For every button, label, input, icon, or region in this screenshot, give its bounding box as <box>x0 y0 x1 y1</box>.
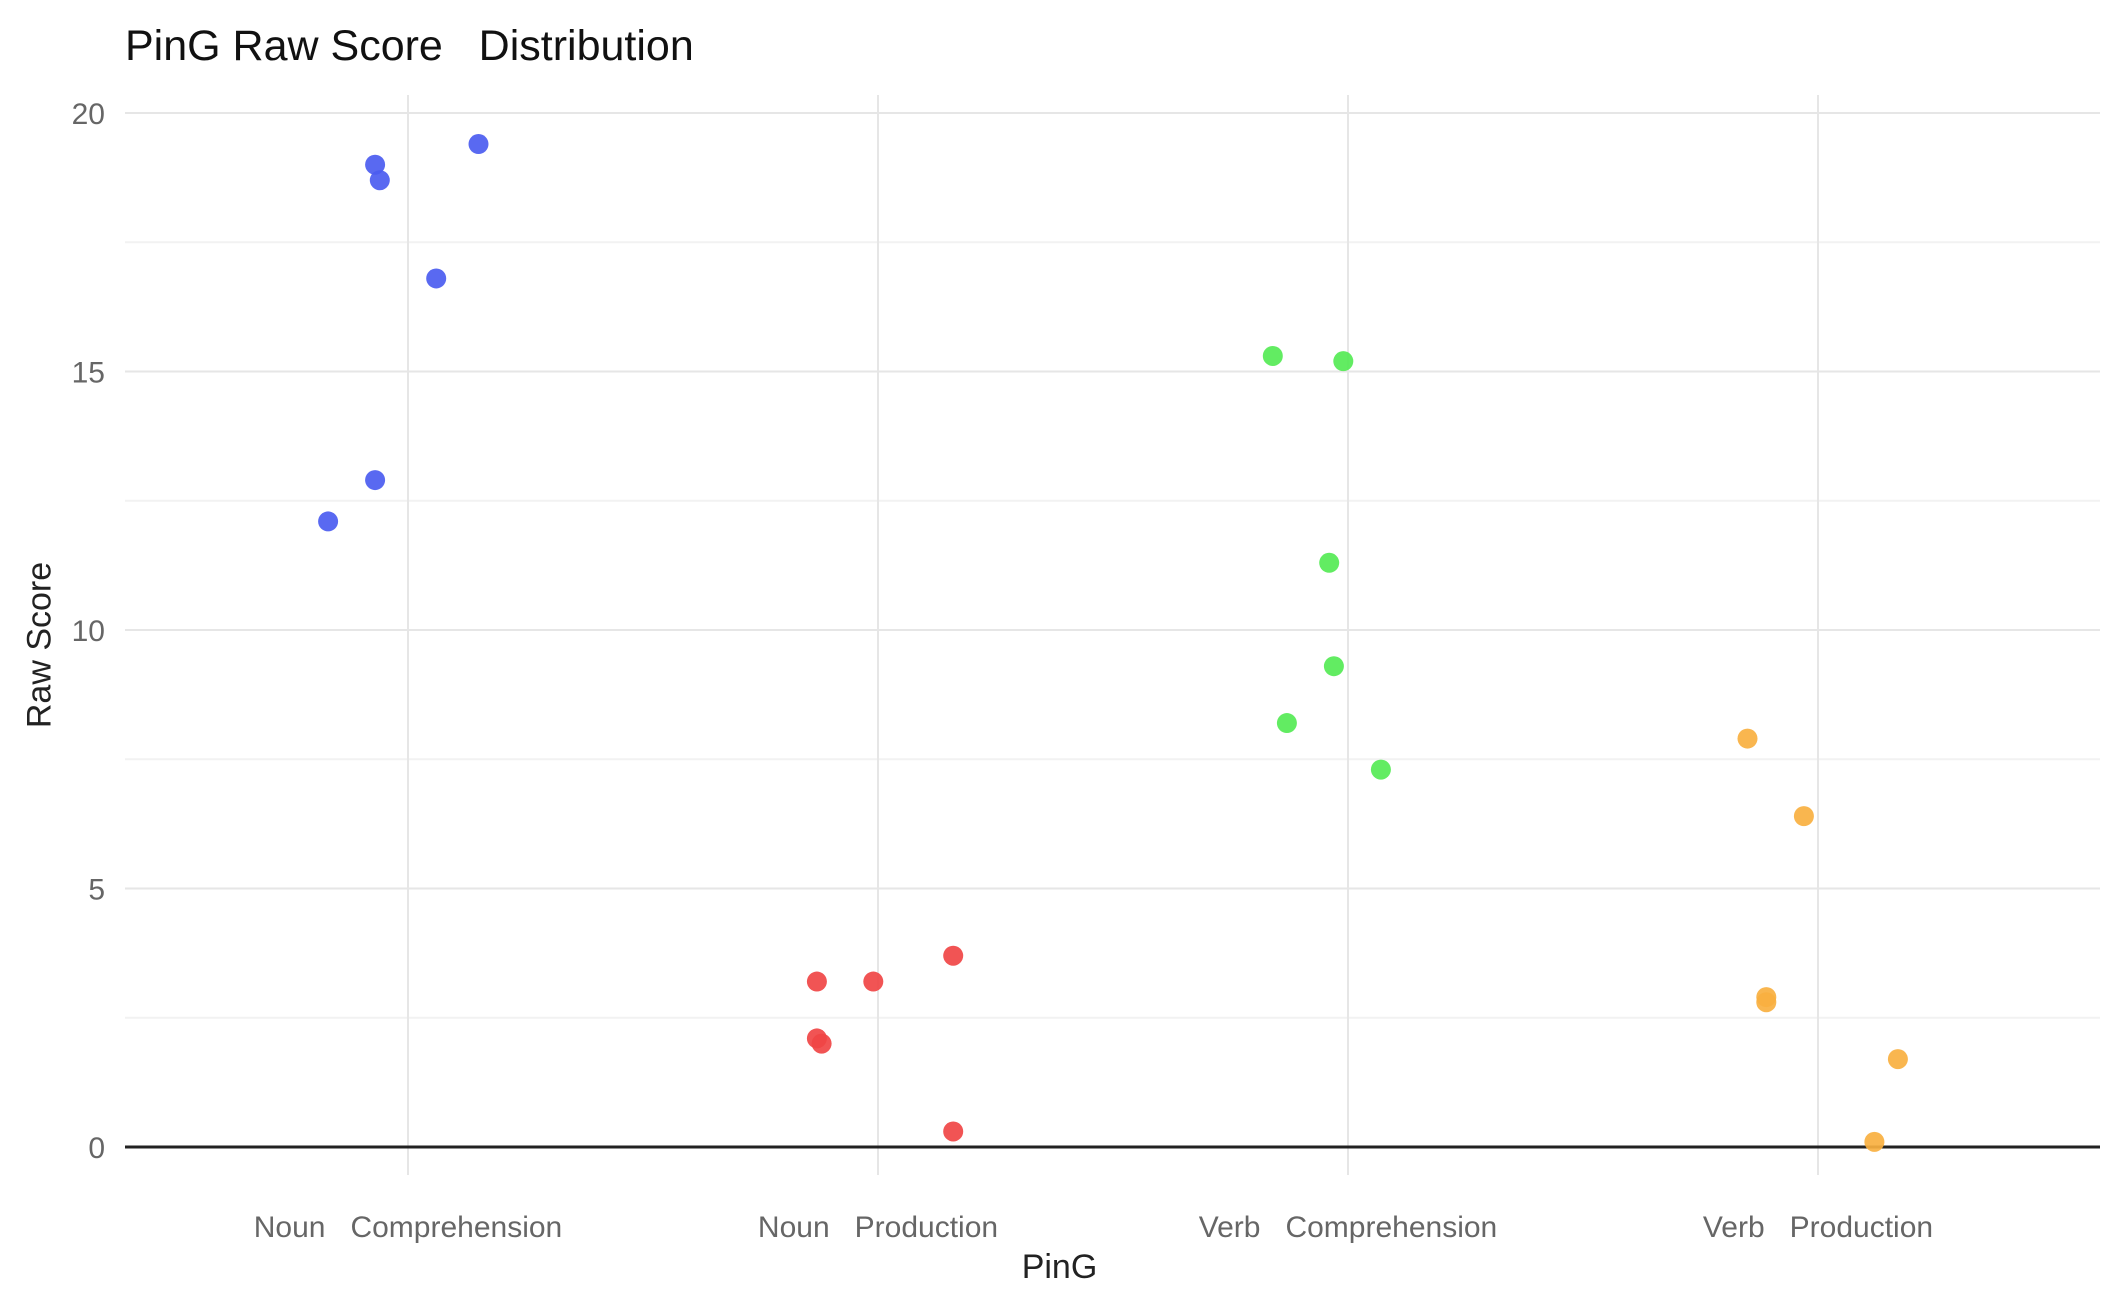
data-point <box>1737 728 1758 749</box>
data-point <box>1262 345 1283 366</box>
data-point <box>1864 1131 1885 1152</box>
data-point <box>426 268 447 289</box>
data-point <box>468 134 489 155</box>
data-point <box>943 1121 964 1142</box>
y-tick-label: 15 <box>72 357 105 390</box>
y-axis-label: Raw Score <box>20 561 59 729</box>
data-point <box>365 154 386 175</box>
data-point <box>863 971 884 992</box>
x-tick-label: Verb Production <box>1703 1211 1933 1244</box>
data-point <box>1793 806 1814 827</box>
data-point <box>943 945 964 966</box>
data-point <box>369 170 390 191</box>
y-tick-label: 20 <box>72 98 105 131</box>
data-point <box>1756 987 1777 1008</box>
x-axis-label: PinG <box>1021 1248 1098 1286</box>
y-tick-label: 10 <box>72 615 105 648</box>
x-tick-label: Noun Production <box>758 1211 998 1244</box>
data-point <box>1887 1049 1908 1070</box>
data-point <box>1319 552 1340 573</box>
data-point <box>1333 351 1354 372</box>
data-point <box>1323 656 1344 677</box>
data-point <box>806 971 827 992</box>
y-tick-label: 0 <box>88 1132 105 1165</box>
x-tick-label: Verb Comprehension <box>1199 1211 1498 1244</box>
x-tick-label: Noun Comprehension <box>254 1211 563 1244</box>
data-point <box>1370 759 1391 780</box>
data-point <box>365 470 386 491</box>
chart-title: PinG Raw Score Distribution <box>125 22 694 70</box>
y-tick-label: 5 <box>88 874 105 907</box>
data-point <box>811 1033 832 1054</box>
data-point <box>318 511 339 532</box>
data-point <box>1276 713 1297 734</box>
